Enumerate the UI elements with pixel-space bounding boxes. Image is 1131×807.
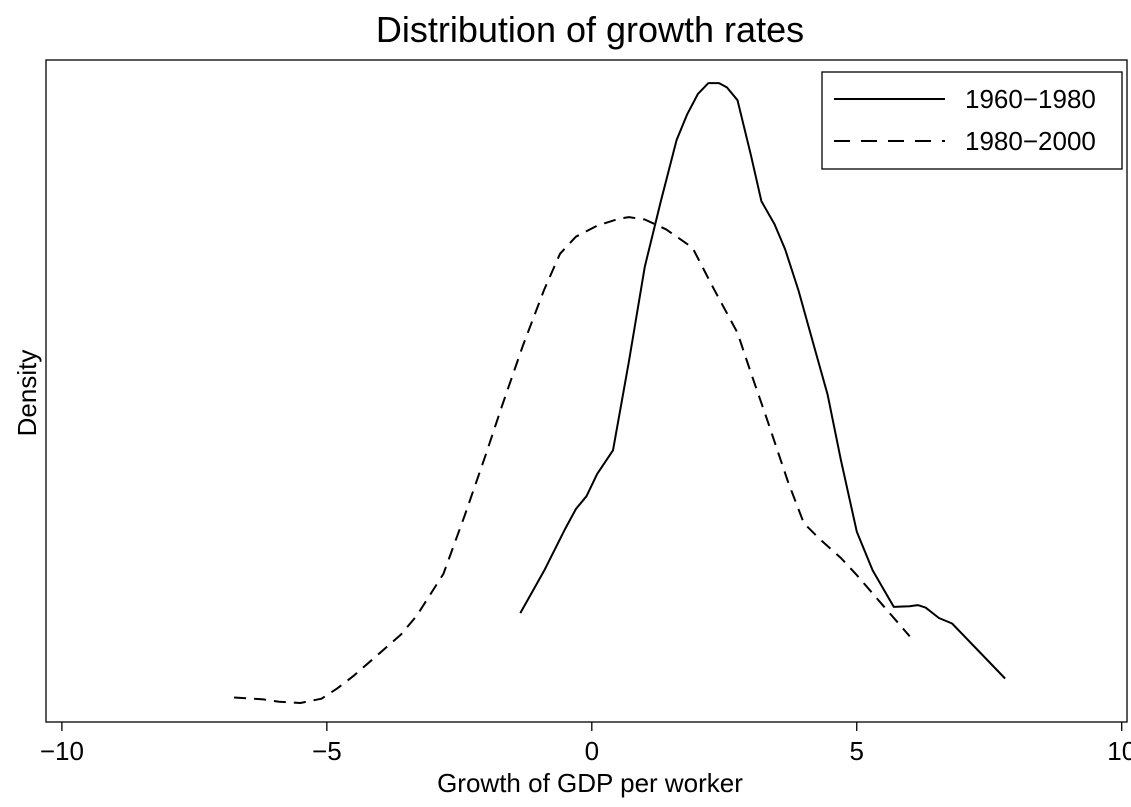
plot-frame	[45, 59, 1128, 723]
series-layer	[234, 82, 1006, 704]
series-line-1960-1980	[519, 82, 1006, 680]
x-tick-label: 10	[1107, 736, 1131, 766]
x-tick-label: 5	[850, 736, 864, 766]
legend-box	[821, 71, 1123, 170]
legend-label-1960-1980: 1960−1980	[965, 84, 1096, 114]
legend: 1960−1980 1980−2000	[821, 71, 1123, 170]
legend-label-1980-2000: 1980−2000	[965, 126, 1096, 156]
x-tick-label: 0	[585, 736, 599, 766]
chart-title: Distribution of growth rates	[376, 9, 804, 50]
x-axis-label: Growth of GDP per worker	[437, 768, 743, 798]
x-tick-label: −5	[312, 736, 342, 766]
x-tick-label: −10	[40, 736, 84, 766]
y-axis-label: Density	[12, 350, 42, 437]
x-axis: −10 −5 0 5 10	[40, 722, 1131, 766]
series-line-1980-2000	[234, 216, 911, 704]
